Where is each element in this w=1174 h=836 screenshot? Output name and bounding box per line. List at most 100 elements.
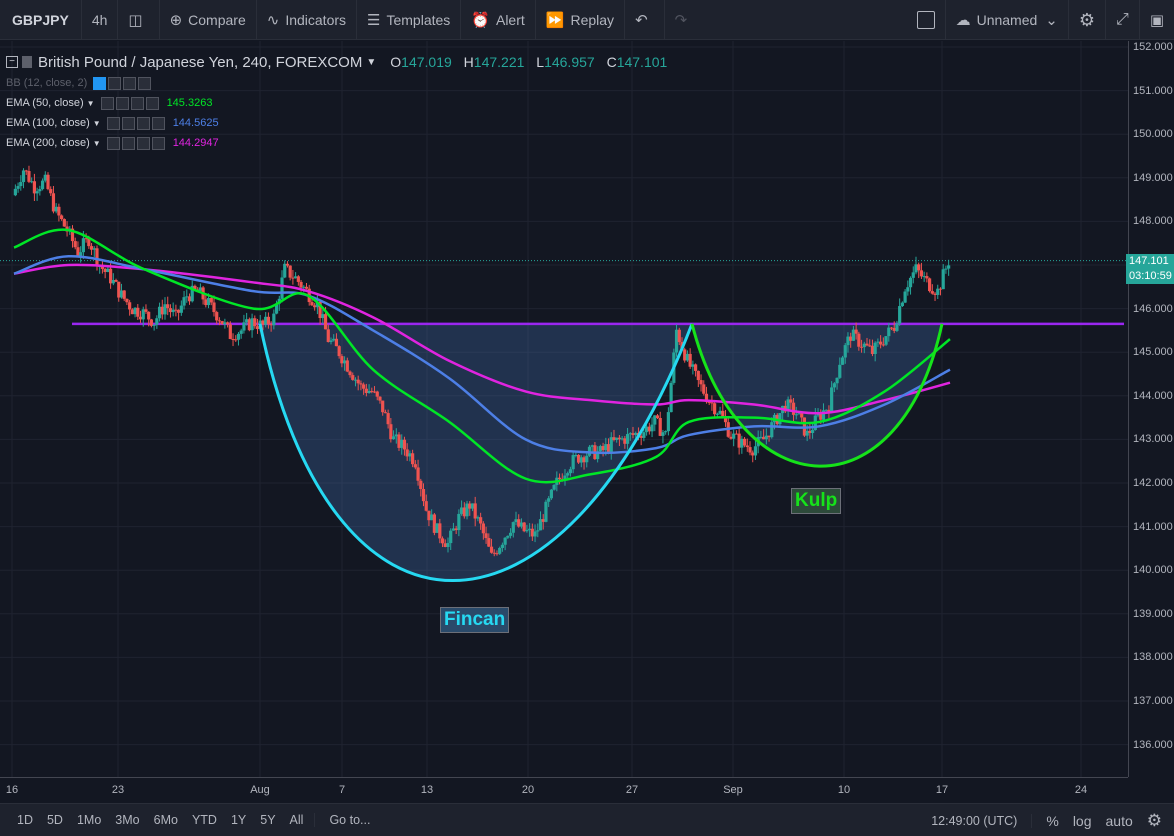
time-tick-label: Aug [250, 784, 270, 796]
handle-label[interactable]: Kulp [791, 488, 842, 514]
remove-x-icon[interactable] [151, 136, 165, 150]
scale-settings-button[interactable]: ⚙ [1140, 811, 1174, 831]
settings-gear-icon[interactable] [115, 96, 129, 110]
candle-down [334, 338, 339, 347]
range-button-5d[interactable]: 5D [46, 813, 63, 827]
candle-down [313, 305, 317, 308]
candle-down [261, 320, 265, 325]
settings-gear-icon[interactable] [108, 76, 122, 90]
candle-down [522, 522, 526, 532]
ema100-legend[interactable]: EMA (100, close) ▼ 144.5625 [6, 113, 675, 133]
last-price-tag: 147.101 [1126, 254, 1174, 269]
redo-button[interactable]: ↷ [665, 0, 704, 40]
candle-down [351, 375, 355, 380]
compare-button[interactable]: ⊕ Compare [160, 0, 257, 40]
range-button-1y[interactable]: 1Y [230, 813, 247, 827]
candle-down [386, 413, 390, 425]
chevron-down-icon[interactable]: ▼ [92, 118, 101, 128]
cup-label[interactable]: Fincan [440, 607, 510, 633]
ema50-legend[interactable]: EMA (50, close) ▼ 145.3263 [6, 93, 675, 113]
log-toggle[interactable]: log [1072, 812, 1092, 829]
visibility-eye-icon[interactable] [106, 136, 120, 150]
interval-button[interactable]: 4h [82, 0, 119, 40]
percent-toggle[interactable]: % [1046, 812, 1059, 829]
range-button-1d[interactable]: 1D [17, 813, 33, 827]
settings-button[interactable]: ⚙ [1069, 0, 1106, 40]
range-button-6mo[interactable]: 6Mo [153, 813, 178, 827]
fullscreen-button[interactable]: ⤢ [1106, 0, 1140, 40]
candle-up [476, 517, 480, 519]
price-tick-label: 150.000 [1133, 128, 1173, 141]
visibility-eye-icon[interactable] [93, 76, 107, 90]
candle-down [892, 327, 896, 331]
more-plus-icon[interactable] [123, 76, 137, 90]
visibility-eye-icon[interactable] [100, 96, 114, 110]
candle-up [106, 268, 110, 273]
chevron-down-icon[interactable]: ▼ [92, 138, 101, 148]
candle-down [737, 433, 741, 448]
indicators-button[interactable]: ∿ Indicators [257, 0, 358, 40]
candle-down [204, 299, 208, 306]
candle-down [704, 393, 709, 402]
candle-up [498, 547, 502, 554]
bar-countdown-tag: 03:10:59 [1126, 269, 1174, 284]
more-plus-icon[interactable] [136, 116, 150, 130]
auto-toggle[interactable]: auto [1105, 812, 1133, 829]
price-tick-label: 145.000 [1133, 346, 1173, 359]
series-menu-chevron[interactable]: ▼ [366, 56, 377, 68]
remove-x-icon[interactable] [151, 116, 165, 130]
candle-down [702, 384, 706, 394]
chart-type-button[interactable]: ◫ [118, 0, 160, 40]
candle-down [32, 181, 37, 194]
layout-name-button[interactable]: ☁ Unnamed ⌄ [946, 0, 1069, 40]
settings-gear-icon[interactable] [121, 136, 135, 150]
templates-button[interactable]: ☰ Templates [357, 0, 462, 40]
range-button-ytd[interactable]: YTD [191, 813, 217, 827]
candle-down [411, 453, 415, 465]
candle-down [438, 523, 442, 539]
collapse-icon[interactable]: − [6, 56, 18, 68]
price-tick-label: 141.000 [1133, 520, 1173, 533]
visibility-eye-icon[interactable] [106, 116, 120, 130]
candle-up [133, 307, 137, 315]
range-button-all[interactable]: All [289, 813, 304, 827]
replay-button[interactable]: ⏩ Replay [536, 0, 626, 40]
alert-button[interactable]: ⏰ Alert [461, 0, 536, 40]
goto-button[interactable]: Go to... [314, 813, 377, 827]
time-scale[interactable]: 16 23 Aug 7 13 20 27 Sep 10 17 24 [0, 777, 1128, 803]
snapshot-button[interactable]: ▣ [1140, 0, 1174, 40]
series-title[interactable]: British Pound / Japanese Yen, 240, FOREX… [38, 53, 363, 71]
candle-up [92, 248, 96, 250]
ema200-legend[interactable]: EMA (200, close) ▼ 144.2947 [6, 133, 675, 153]
remove-x-icon[interactable] [145, 96, 159, 110]
candle-up [163, 304, 167, 315]
chart-canvas[interactable] [0, 41, 1128, 777]
ema100-label: EMA (100, close) [6, 117, 90, 129]
undo-button[interactable]: ↶ [625, 0, 665, 40]
candle-down [440, 538, 445, 544]
chart-pane[interactable] [0, 41, 1128, 777]
price-scale[interactable]: 152.000151.000150.000149.000148.000147.0… [1128, 41, 1174, 777]
utc-clock[interactable]: 12:49:00 (UTC) [924, 813, 1033, 828]
candle-down [100, 265, 105, 269]
candle-up [887, 327, 891, 337]
bb-legend[interactable]: BB (12, close, 2) [6, 73, 675, 93]
range-button-5y[interactable]: 5Y [260, 813, 276, 827]
settings-gear-icon[interactable] [121, 116, 135, 130]
range-button-1mo[interactable]: 1Mo [76, 813, 102, 827]
price-tick-label: 142.000 [1133, 477, 1173, 489]
candle-down [310, 302, 314, 306]
candle-down [699, 380, 703, 385]
candle-down [576, 454, 581, 463]
fullscreen-layout-button[interactable] [907, 0, 946, 40]
symbol-button[interactable]: GBPJPY [0, 0, 82, 40]
more-plus-icon[interactable] [136, 136, 150, 150]
range-button-3mo[interactable]: 3Mo [115, 813, 140, 827]
remove-x-icon[interactable] [138, 76, 152, 90]
candle-up [179, 305, 183, 313]
candle-down [378, 396, 382, 401]
candle-down [745, 445, 749, 448]
chevron-down-icon[interactable]: ▼ [86, 98, 95, 108]
candle-up [544, 501, 548, 522]
more-plus-icon[interactable] [130, 96, 144, 110]
